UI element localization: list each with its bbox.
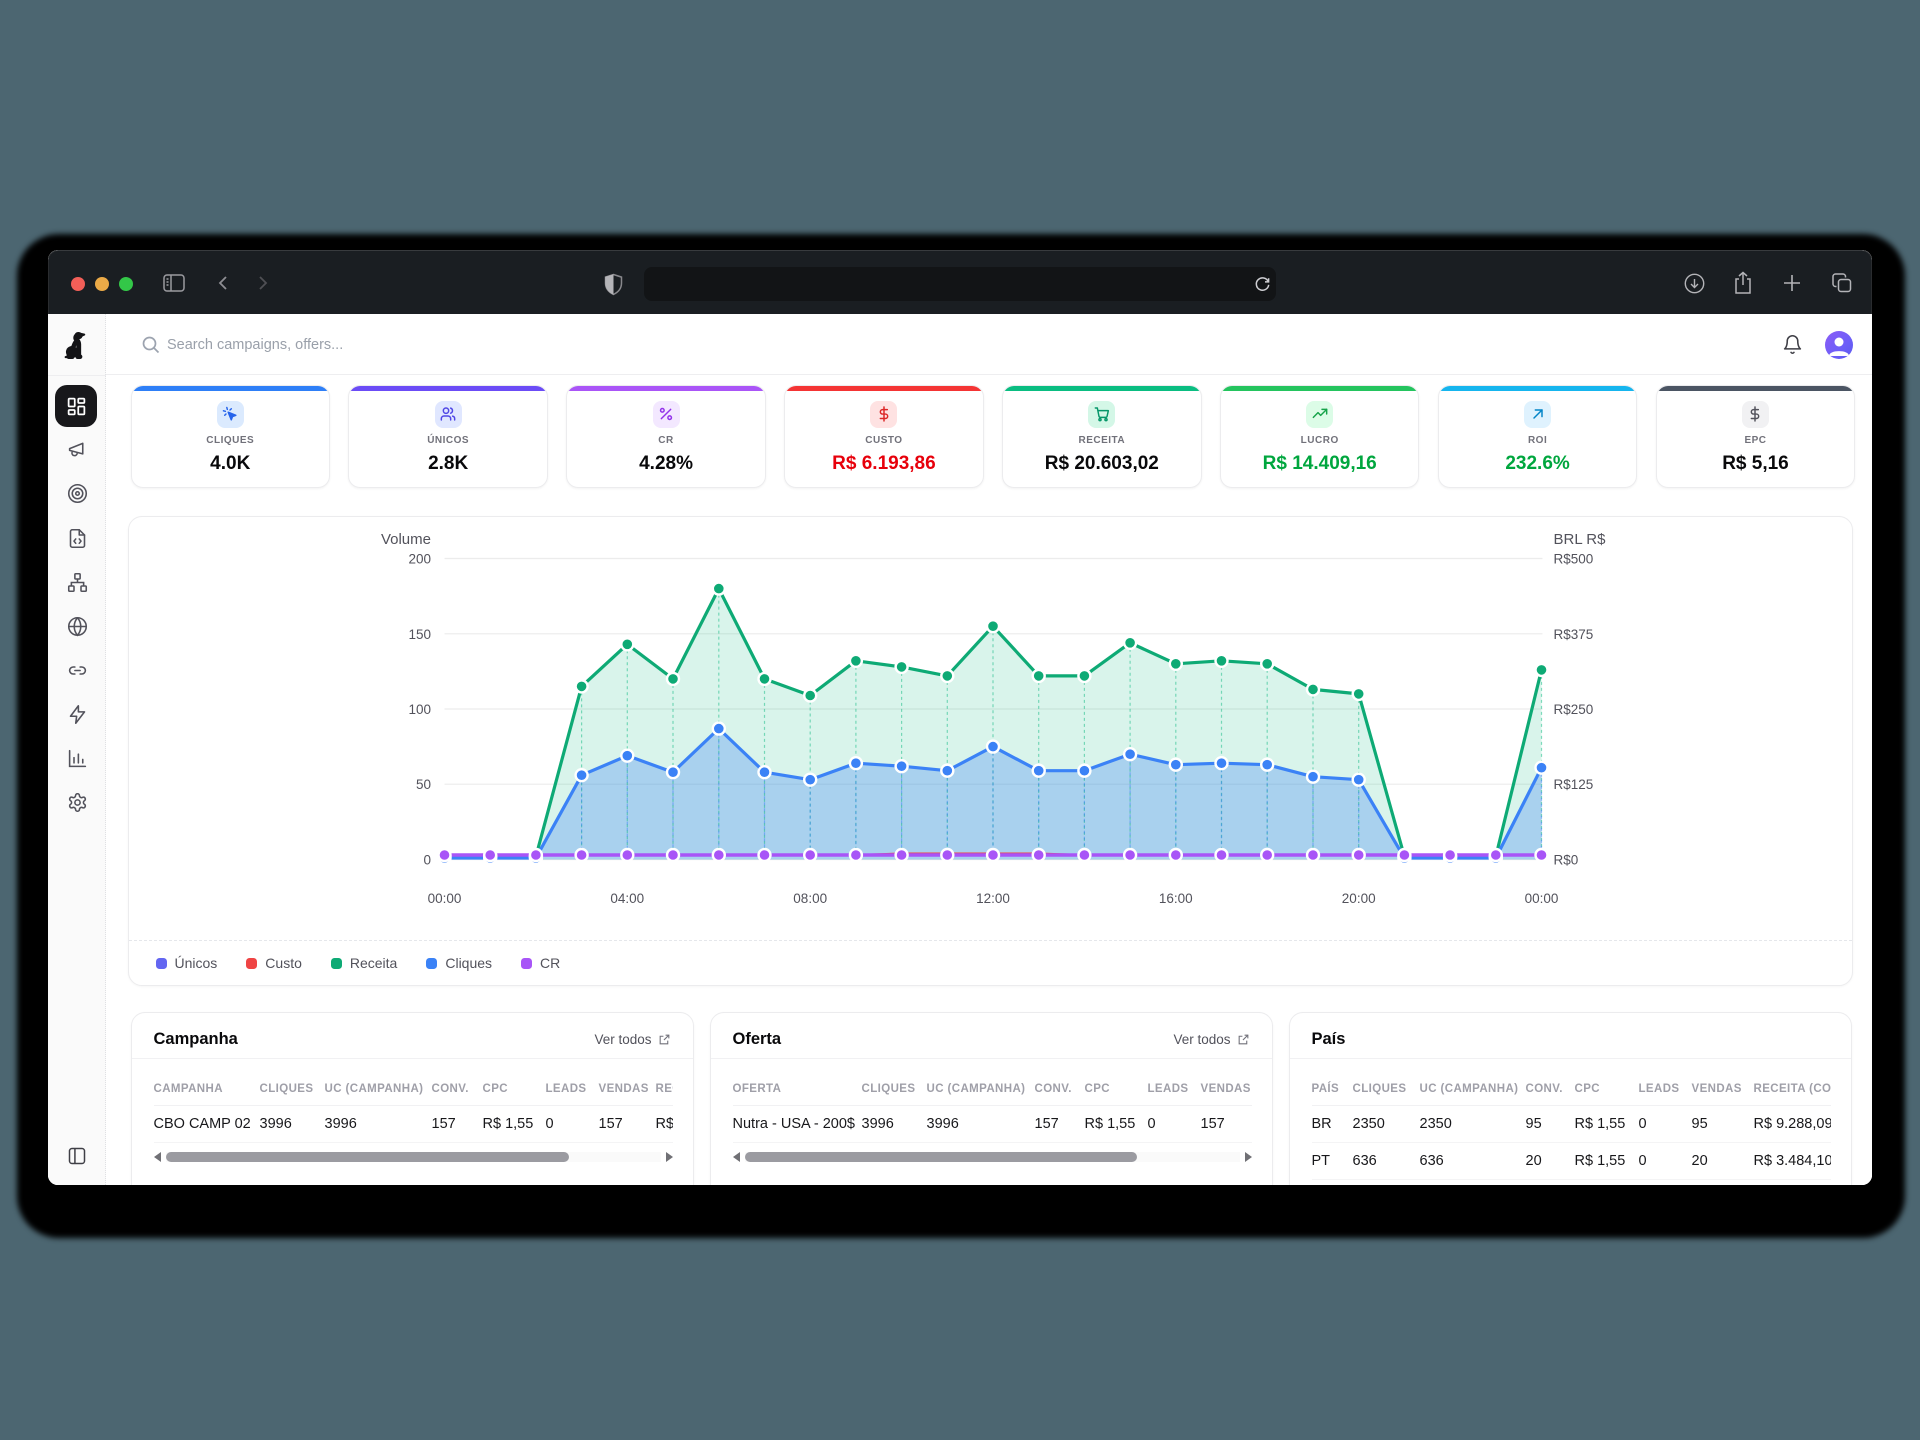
svg-text:50: 50 (415, 777, 430, 792)
svg-text:08:00: 08:00 (793, 891, 827, 906)
svg-text:R$250: R$250 (1553, 702, 1593, 717)
svg-text:150: 150 (408, 627, 431, 642)
svg-text:0: 0 (423, 853, 431, 868)
svg-text:16:00: 16:00 (1158, 891, 1192, 906)
svg-text:20:00: 20:00 (1341, 891, 1375, 906)
svg-text:R$500: R$500 (1553, 552, 1593, 567)
svg-text:100: 100 (408, 702, 431, 717)
svg-text:200: 200 (408, 552, 431, 567)
svg-text:Volume: Volume (380, 531, 430, 548)
svg-text:00:00: 00:00 (1524, 891, 1558, 906)
svg-text:12:00: 12:00 (976, 891, 1010, 906)
svg-text:BRL R$: BRL R$ (1553, 531, 1606, 548)
svg-text:R$0: R$0 (1553, 853, 1578, 868)
svg-text:00:00: 00:00 (427, 891, 461, 906)
svg-text:R$125: R$125 (1553, 777, 1593, 792)
svg-text:04:00: 04:00 (610, 891, 644, 906)
svg-text:R$375: R$375 (1553, 627, 1593, 642)
